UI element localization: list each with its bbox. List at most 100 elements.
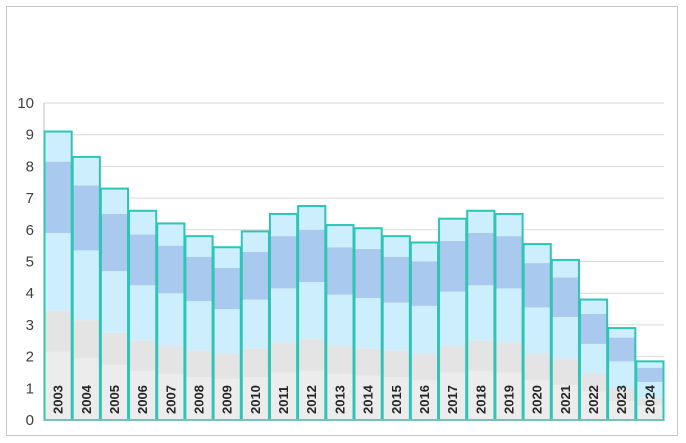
category-label: 2007	[163, 385, 178, 414]
bar-segment	[410, 380, 439, 420]
bar-segment	[467, 285, 495, 341]
bar-segment	[185, 236, 213, 257]
bar-segment	[326, 345, 354, 375]
category-label: 2023	[614, 385, 629, 414]
bar-segment	[523, 307, 551, 354]
bar-segment	[410, 305, 439, 354]
bar-segment	[354, 348, 382, 376]
bar-segment	[213, 353, 241, 379]
bar-segment	[354, 375, 382, 420]
bar-segment	[129, 340, 157, 371]
bar-segment	[213, 267, 241, 310]
bar-segment	[72, 185, 100, 251]
y-tick-label: 6	[26, 222, 34, 239]
category-label: 2012	[304, 385, 319, 414]
bar-segment	[326, 374, 354, 420]
bar-segment	[523, 353, 551, 381]
bar-segment	[551, 358, 579, 386]
bar-segment	[241, 231, 269, 252]
bar-segment	[579, 391, 608, 420]
bar-segment	[636, 367, 664, 382]
bar-segment	[72, 250, 100, 321]
bar-segment	[354, 297, 382, 349]
bar-segment	[129, 234, 157, 286]
bar-segment	[608, 400, 636, 420]
bar-segment	[213, 247, 241, 268]
bar-segment	[495, 342, 523, 373]
bar-segment	[241, 251, 269, 300]
category-label: 2017	[445, 385, 460, 414]
bar-segment	[410, 242, 439, 262]
bar-segment	[326, 247, 354, 295]
bar-segment	[579, 299, 608, 314]
category-label: 2022	[586, 385, 601, 414]
bar-segment	[100, 364, 129, 420]
bar-segment	[439, 345, 467, 373]
bar-segment	[298, 282, 326, 340]
y-tick-label: 1	[26, 380, 34, 397]
bar-segment	[551, 277, 579, 317]
bar-segment	[241, 299, 269, 349]
category-label: 2016	[417, 385, 432, 414]
bar-segment	[439, 372, 467, 420]
bar-segment	[608, 388, 636, 401]
bar-segment	[157, 345, 185, 375]
bar-segment	[579, 343, 608, 375]
bar-segment	[241, 348, 269, 378]
bar-segment	[382, 350, 410, 378]
bar-segment	[185, 301, 213, 351]
bar-segment	[354, 248, 382, 298]
bar-segment	[467, 370, 495, 420]
category-label: 2010	[248, 385, 263, 414]
bar-segment	[100, 213, 129, 272]
category-label: 2021	[558, 385, 573, 414]
bar-segment	[551, 259, 579, 278]
category-label: 2015	[389, 385, 404, 414]
y-tick-label: 3	[26, 317, 34, 334]
bar-segment	[44, 161, 72, 233]
bar-segment	[439, 218, 467, 241]
bar-segment	[608, 337, 636, 362]
bar-segment	[467, 232, 495, 286]
bar-segment	[410, 261, 439, 306]
bar-segment	[382, 236, 410, 257]
category-label: 2011	[276, 386, 291, 414]
bar-segment	[410, 353, 439, 381]
bar-segment	[382, 377, 410, 420]
bar-segment	[326, 225, 354, 248]
bar-segment	[579, 374, 608, 392]
bar-segment	[44, 232, 72, 311]
bar-segment	[523, 263, 551, 308]
bar-segment	[185, 377, 213, 420]
category-label: 2019	[502, 385, 517, 414]
bar-segment	[129, 370, 157, 420]
bar-segment	[157, 245, 185, 294]
category-label: 2024	[642, 384, 657, 414]
bar-segment	[44, 310, 72, 352]
bar-segment	[72, 320, 100, 359]
y-tick-label: 2	[26, 349, 34, 366]
bar-segment	[636, 405, 664, 420]
bar-segment	[636, 381, 664, 398]
category-label: 2014	[361, 384, 376, 414]
y-tick-label: 0	[26, 412, 34, 429]
bar-segment	[269, 342, 298, 373]
y-tick-label: 5	[26, 254, 34, 271]
bar-segment	[269, 372, 298, 420]
bar-segment	[636, 397, 664, 406]
bar-segment	[298, 206, 326, 230]
bar-segment	[326, 294, 354, 346]
bar-segment	[100, 332, 129, 365]
bar-segment	[439, 240, 467, 292]
bar-segment	[241, 377, 269, 420]
y-tick-label: 9	[26, 127, 34, 144]
bar-segment	[100, 271, 129, 333]
bar-segment	[467, 340, 495, 371]
bar-segment	[269, 213, 298, 237]
bar-segment	[382, 256, 410, 303]
category-label: 2009	[220, 385, 235, 414]
bar-segment	[467, 210, 495, 233]
y-tick-label: 4	[26, 285, 34, 302]
bar-segment	[298, 339, 326, 371]
